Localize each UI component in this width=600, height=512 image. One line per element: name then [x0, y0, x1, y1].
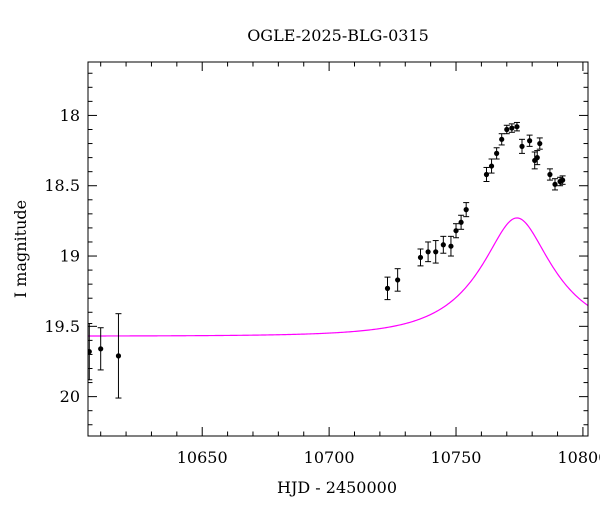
model-curve	[88, 217, 588, 337]
data-point	[504, 126, 510, 133]
x-axis-label: HJD - 2450000	[277, 478, 397, 497]
data-point	[499, 136, 505, 142]
data-point	[509, 125, 515, 131]
axes: 10650 10700 10750 10800 18 18.5 19 19.5 20	[44, 61, 600, 467]
x-tick-label: 10750	[431, 448, 482, 467]
data-point	[417, 254, 424, 261]
data-point	[88, 349, 92, 355]
y-axis-label: I magnitude	[11, 200, 30, 298]
data-point	[384, 285, 391, 291]
y-tick-label: 19	[60, 247, 80, 266]
data-point	[463, 207, 469, 213]
data-point	[433, 249, 439, 255]
data-point	[488, 163, 495, 169]
data-point	[453, 228, 459, 234]
y-tick-label: 18.5	[44, 176, 80, 195]
data-point	[547, 171, 553, 178]
data-point	[552, 181, 558, 187]
data-point	[527, 138, 533, 144]
y-tick-label: 20	[60, 387, 80, 406]
data-point	[425, 249, 431, 255]
plot-area	[88, 121, 588, 399]
data-point	[448, 243, 454, 249]
data-point	[115, 353, 122, 359]
y-tick-label: 18	[60, 106, 80, 125]
data-point	[483, 171, 490, 178]
x-tick-label: 10650	[177, 448, 228, 467]
chart-title: OGLE-2025-BLG-0315	[247, 26, 429, 45]
data-point	[519, 143, 525, 149]
data-point	[560, 177, 566, 183]
data-point	[440, 242, 446, 248]
data-point	[98, 346, 104, 352]
data-point	[458, 219, 464, 225]
y-tick-label: 19.5	[44, 317, 80, 336]
data-point	[534, 155, 540, 161]
data-point	[537, 140, 543, 147]
data-point	[514, 124, 520, 130]
x-tick-label: 10700	[304, 448, 355, 467]
plot-frame	[87, 61, 589, 437]
data-point	[494, 150, 500, 156]
x-tick-label: 10800	[557, 448, 600, 467]
data-point	[395, 277, 401, 283]
